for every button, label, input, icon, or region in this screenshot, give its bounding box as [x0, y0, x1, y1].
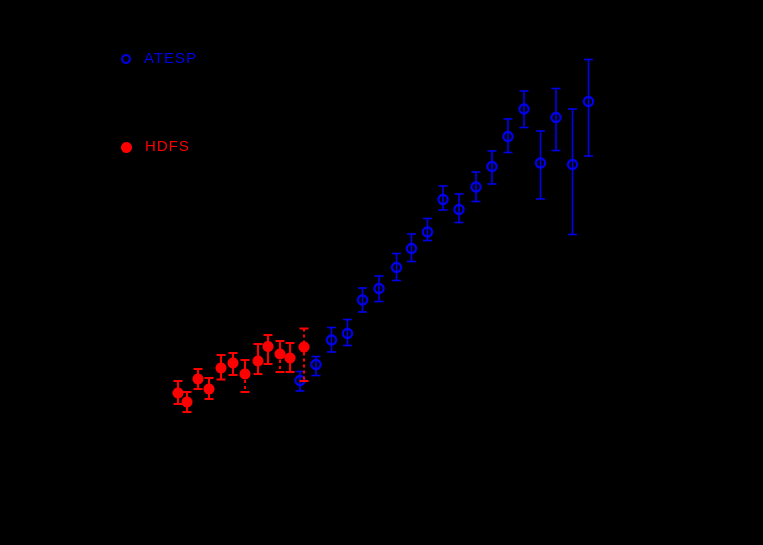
atesp-data-point [405, 242, 418, 255]
atesp-data-point [566, 158, 579, 171]
atesp-data-point [470, 181, 482, 193]
legend-label-hdfs: HDFS [145, 138, 190, 155]
hdfs-data-point [298, 341, 310, 353]
hdfs-data-point [262, 341, 274, 352]
legend-item-hdfs: HDFS [121, 138, 190, 156]
atesp-data-point [518, 103, 530, 115]
legend-label-atesp: ATESP [144, 50, 198, 67]
legend-item-atesp: ATESP [121, 50, 197, 68]
atesp-data-point [550, 111, 562, 124]
hdfs-data-point [192, 373, 204, 385]
hdfs-data-point [284, 352, 296, 364]
atesp-data-point [325, 334, 338, 346]
atesp-data-point [421, 226, 434, 238]
atesp-data-point [390, 261, 403, 274]
hdfs-data-point [172, 387, 184, 399]
hdfs-data-point [215, 362, 227, 374]
atesp-data-point [486, 160, 498, 173]
filled-circle-icon [121, 141, 132, 153]
hdfs-data-point [203, 383, 215, 395]
atesp-data-point [502, 130, 514, 143]
hdfs-data-point [239, 368, 251, 380]
atesp-data-point [534, 157, 547, 169]
hdfs-data-point [181, 396, 193, 408]
atesp-data-point [373, 282, 385, 295]
atesp-data-point [453, 203, 465, 216]
hdfs-data-point [252, 355, 264, 367]
atesp-data-point [310, 358, 322, 371]
atesp-data-point [437, 193, 449, 206]
atesp-data-point [341, 327, 354, 340]
hdfs-data-point [274, 348, 286, 360]
hdfs-data-point [227, 357, 239, 369]
atesp-data-point [356, 294, 369, 306]
open-circle-icon [121, 54, 131, 64]
atesp-data-point [582, 95, 595, 108]
